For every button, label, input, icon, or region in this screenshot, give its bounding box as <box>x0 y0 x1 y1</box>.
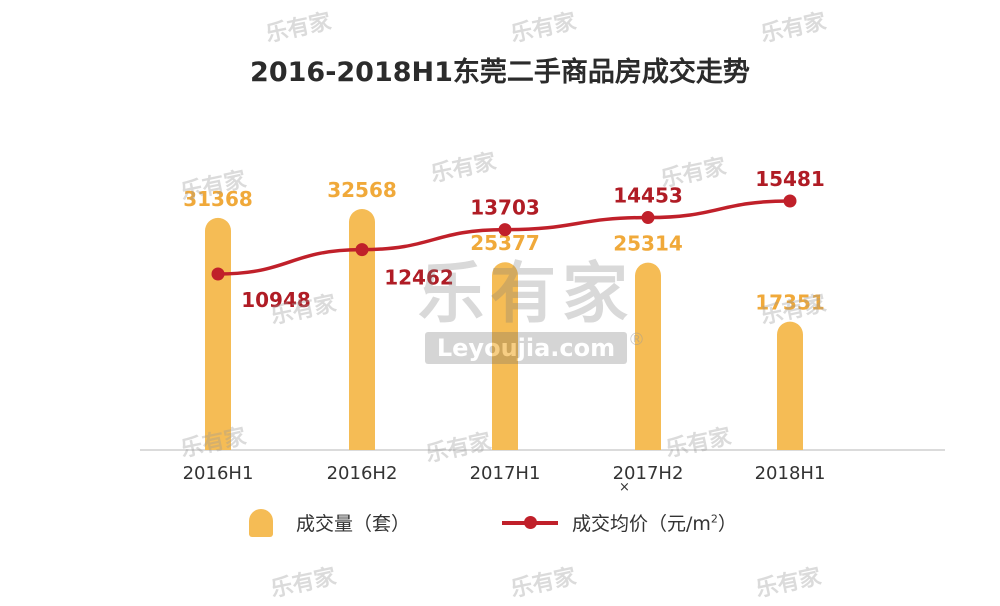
bar-value-label: 17351 <box>755 291 825 315</box>
bar <box>777 321 803 450</box>
price-point <box>211 267 225 281</box>
price-point <box>641 211 655 225</box>
price-value-label: 13703 <box>470 196 540 220</box>
watermark-en: Leyoujia.com <box>424 332 628 364</box>
bar <box>635 262 661 450</box>
price-value-label: 12462 <box>384 266 454 290</box>
x-tick-label: 2016H2 <box>327 463 398 484</box>
price-point <box>783 194 797 208</box>
price-value-label: 14453 <box>613 184 683 208</box>
price-value-label: 10948 <box>241 288 311 312</box>
watermark-cn: 乐有家 <box>418 255 634 332</box>
legend-bar-label: 成交量（套） <box>296 513 411 535</box>
bar-value-label: 32568 <box>327 178 397 202</box>
price-value-label: 15481 <box>755 167 825 191</box>
stray-mark: × <box>619 480 630 495</box>
legend-line-label: 成交均价（元/m2） <box>572 512 737 535</box>
bar <box>492 262 518 450</box>
watermark-registered-mark: ® <box>628 330 645 350</box>
x-tick-label: 2017H2 <box>613 463 684 484</box>
bar <box>205 217 231 450</box>
bar <box>349 208 375 450</box>
legend-bar-swatch <box>249 509 273 537</box>
chart-title: 2016-2018H1东莞二手商品房成交走势 <box>250 57 750 88</box>
x-tick-label: 2017H1 <box>470 463 541 484</box>
bar-value-label: 31368 <box>183 187 253 211</box>
legend-line-dot <box>524 516 537 529</box>
x-tick-label: 2016H1 <box>183 463 254 484</box>
bar-value-label: 25314 <box>613 232 683 256</box>
price-point <box>498 223 512 237</box>
price-point <box>355 243 369 257</box>
watermark-logo: 乐有家 Leyoujia.com <box>418 258 634 364</box>
x-tick-label: 2018H1 <box>755 463 826 484</box>
